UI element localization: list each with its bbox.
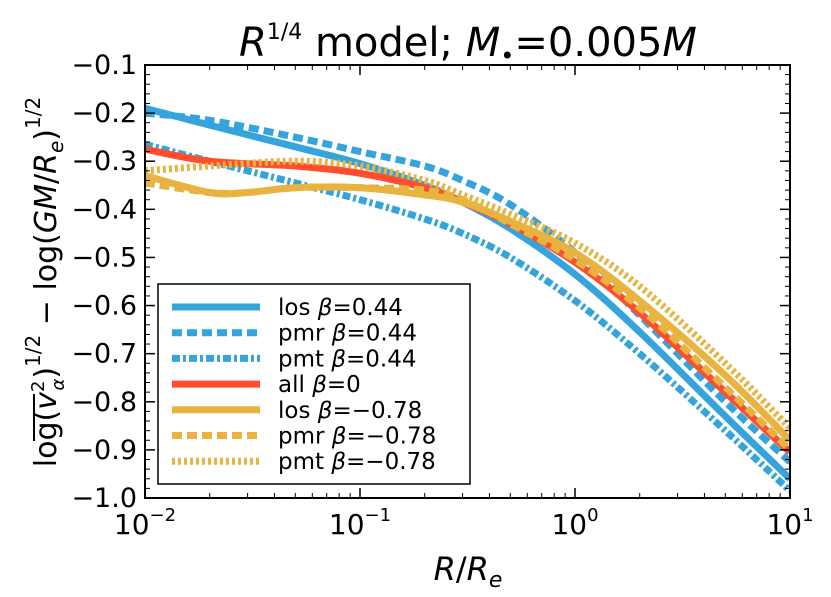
y-tick-label: −0.9 (71, 435, 137, 466)
y-tick-label: −1.0 (71, 483, 137, 514)
y-axis-label: log(v2α)1/2 − log(GM/Re)1/2 (21, 97, 69, 467)
legend-label-2: pmt β=0.44 (278, 346, 417, 372)
x-tick-label: 10−2 (114, 505, 176, 541)
legend-label-6: pmt β=−0.78 (278, 449, 436, 475)
series-line-1 (145, 109, 790, 465)
legend-label-0: los β=0.44 (278, 295, 403, 321)
y-tick-label: −0.3 (71, 146, 137, 177)
series-line-2 (145, 141, 790, 494)
y-tick-label: −0.7 (71, 339, 137, 370)
legend-label-4: los β=−0.78 (278, 398, 422, 424)
x-tick-label: 10−1 (329, 505, 391, 541)
y-tick-label: −0.4 (71, 194, 137, 225)
x-tick-label: 100 (551, 505, 598, 541)
y-tick-label: −0.2 (71, 98, 137, 129)
x-axis-label: R/Re (434, 550, 503, 593)
axis-ticks: −0.1 −0.2 −0.3 −0.4 −0.5 −0.6 −0.7 −0.8 −0.9 −1.0… (71, 50, 813, 541)
x-tick-label: 101 (766, 505, 813, 541)
plot-frame (144, 64, 791, 499)
series-line-5 (145, 179, 790, 453)
legend-label-3: all β=0 (278, 372, 361, 398)
y-tick-label: −0.6 (71, 291, 137, 322)
legend-label-5: pmr β=−0.78 (278, 424, 436, 450)
series-lines (145, 104, 790, 494)
legend-label-1: pmr β=0.44 (278, 321, 417, 347)
series-line-4 (145, 172, 790, 443)
chart-title: R1/4 model; M•=0.005M (239, 20, 697, 70)
y-tick-label: −0.8 (71, 387, 137, 418)
y-tick-label: −0.1 (71, 50, 137, 81)
y-tick-label: −0.5 (71, 242, 137, 273)
series-line-6 (145, 157, 790, 431)
